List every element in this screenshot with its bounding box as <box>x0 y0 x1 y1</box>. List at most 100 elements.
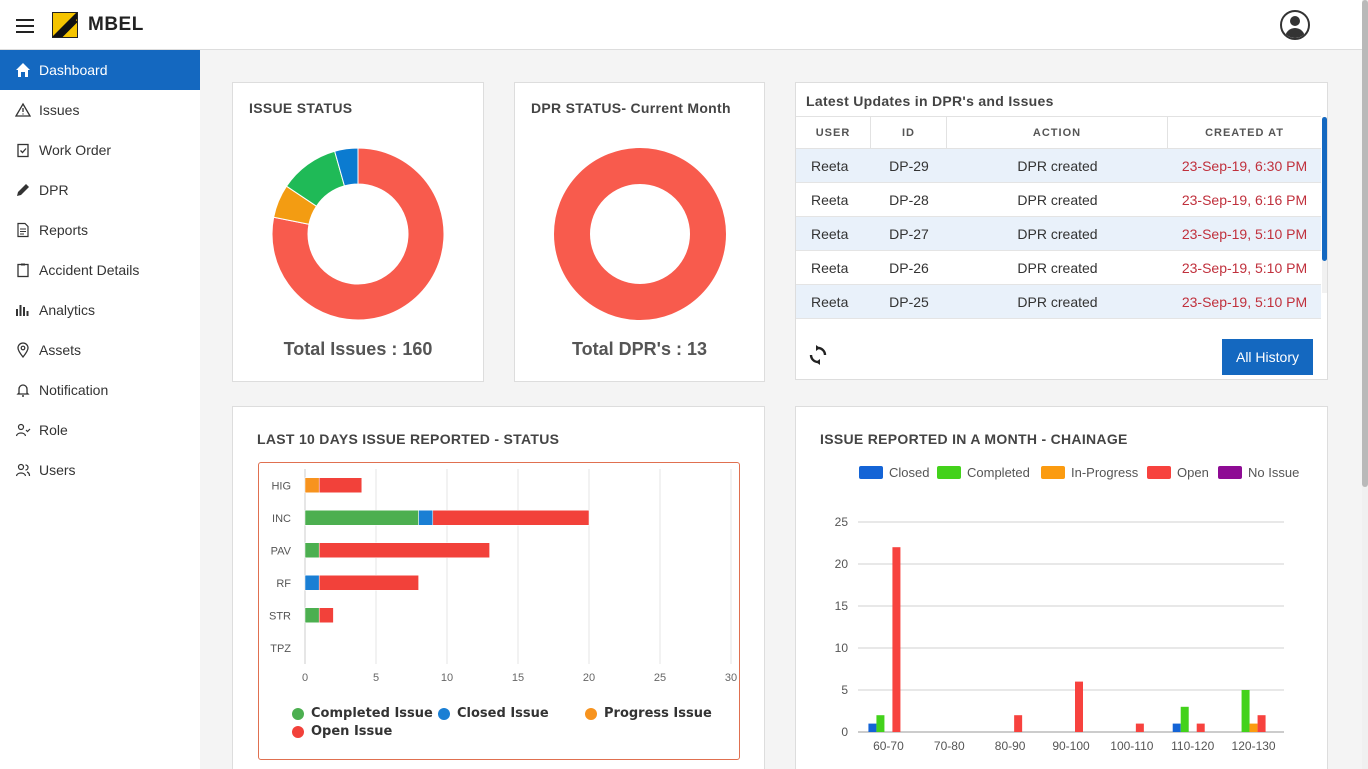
updates-scrollbar-thumb[interactable] <box>1322 117 1327 261</box>
legend-in-progress[interactable]: In-Progress <box>1041 465 1138 480</box>
total-dpr-label: Total DPR's : 13 <box>572 339 707 359</box>
cell-action: DPR created <box>1017 225 1098 242</box>
x-tick-label: 120-130 <box>1232 739 1276 753</box>
x-tick-label: 70-80 <box>934 739 965 753</box>
cell-id: DP-26 <box>889 259 929 276</box>
refresh-icon[interactable] <box>808 345 828 365</box>
bar-completed[interactable] <box>1180 706 1189 732</box>
sidebar-item-issues[interactable]: Issues <box>0 90 200 130</box>
cell-id: DP-27 <box>889 225 929 242</box>
x-tick-label: 0 <box>302 672 308 684</box>
sidebar-item-work-order[interactable]: Work Order <box>0 130 200 170</box>
sidebar-item-accident-details[interactable]: Accident Details <box>0 250 200 290</box>
chainage-chart: 0 5 10 15 20 25 60-70 70-80 80-90 90-100 100-110 11… <box>835 515 1284 753</box>
sidebar-item-notification[interactable]: Notification <box>0 370 200 410</box>
table-row[interactable]: Reeta DP-29 DPR created 23-Sep-19, 6:30 PM <box>796 149 1321 183</box>
x-tick-label: 60-70 <box>873 739 904 753</box>
dpr-status-card: DPR STATUS- Current Month Total DPR's : … <box>514 82 765 382</box>
bar-open-issue[interactable] <box>318 607 334 623</box>
x-tick-label: 90-100 <box>1052 739 1090 753</box>
bar-open[interactable] <box>892 547 901 732</box>
table-row[interactable]: Reeta DP-27 DPR created 23-Sep-19, 5:10 PM <box>796 217 1321 251</box>
bar-in-progress[interactable] <box>1249 723 1258 732</box>
legend-completed-issue[interactable]: Completed Issue <box>292 706 433 721</box>
sidebar-item-label: Dashboard <box>39 62 108 78</box>
bar-completed-issue[interactable] <box>304 510 419 526</box>
last-10-days-chart-frame: 0 5 10 15 20 25 30 HIG INC PAV RF STR TPZ Completed … <box>258 462 740 760</box>
sidebar-item-assets[interactable]: Assets <box>0 330 200 370</box>
sidebar-item-label: Analytics <box>39 302 96 318</box>
cell-created: 23-Sep-19, 6:16 PM <box>1181 191 1308 208</box>
x-tick-label: 10 <box>441 672 453 684</box>
bar-closed-issue[interactable] <box>418 510 434 526</box>
bar-open-issue[interactable] <box>432 510 590 526</box>
bar-open[interactable] <box>1257 715 1266 732</box>
y-tick-label: 25 <box>835 515 849 529</box>
legend-progress-issue[interactable]: Progress Issue <box>585 706 712 721</box>
x-tick-label: 20 <box>583 672 595 684</box>
cell-user: Reeta <box>811 259 849 276</box>
bar-progress-issue[interactable] <box>304 477 320 493</box>
legend-closed-issue[interactable]: Closed Issue <box>438 706 549 721</box>
bar-open[interactable] <box>1196 723 1205 732</box>
sidebar: Dashboard Issues Work Order DPR Reports Accid… <box>0 50 200 769</box>
sidebar-item-dpr[interactable]: DPR <box>0 170 200 210</box>
last-10-days-card: LAST 10 DAYS ISSUE REPORTED - STATUS 0 5 1… <box>232 406 765 769</box>
table-row[interactable]: Reeta DP-26 DPR created 23-Sep-19, 5:10 PM <box>796 251 1321 285</box>
sidebar-item-users[interactable]: Users <box>0 450 200 490</box>
bar-completed-issue[interactable] <box>304 542 320 558</box>
sidebar-item-analytics[interactable]: Analytics <box>0 290 200 330</box>
bar-closed[interactable] <box>868 723 877 732</box>
bar-completed[interactable] <box>1241 690 1250 732</box>
table-row[interactable]: Reeta DP-28 DPR created 23-Sep-19, 6:16 PM <box>796 183 1321 217</box>
legend-closed[interactable]: Closed <box>859 465 929 480</box>
y-tick-label: 15 <box>835 599 849 613</box>
cell-id: DP-25 <box>889 293 929 310</box>
donut-slice-closed[interactable] <box>334 147 359 187</box>
hamburger-menu-icon[interactable] <box>16 19 34 33</box>
legend-open-issue[interactable]: Open Issue <box>292 724 392 739</box>
user-check-icon <box>15 422 31 438</box>
updates-table-header: USER ID ACTION CREATED AT <box>796 116 1321 149</box>
cell-created: 23-Sep-19, 5:10 PM <box>1181 293 1308 310</box>
sidebar-item-label: Work Order <box>39 142 112 158</box>
document-icon <box>15 222 31 238</box>
bar-open[interactable] <box>1135 723 1144 732</box>
col-action[interactable]: ACTION <box>947 117 1168 148</box>
issue-status-card: ISSUE STATUS Total Issues : 160 <box>232 82 484 382</box>
warning-icon <box>15 102 31 118</box>
y-tick-label: STR <box>269 610 291 622</box>
bar-closed[interactable] <box>1172 723 1181 732</box>
sidebar-item-reports[interactable]: Reports <box>0 210 200 250</box>
donut-slice-dpr[interactable] <box>554 148 726 320</box>
y-tick-label: RF <box>276 578 291 590</box>
bar-open[interactable] <box>1014 715 1023 732</box>
page-scrollbar-thumb[interactable] <box>1362 0 1368 487</box>
bar-open-issue[interactable] <box>318 477 363 493</box>
bar-open[interactable] <box>1075 681 1083 732</box>
bar-open-issue[interactable] <box>318 575 419 591</box>
dpr-status-donut <box>554 148 726 320</box>
y-tick-label: 10 <box>835 641 849 655</box>
col-created-at[interactable]: CREATED AT <box>1205 126 1284 139</box>
cell-action: DPR created <box>1017 191 1098 208</box>
bar-completed[interactable] <box>876 715 885 732</box>
x-tick-label: 5 <box>373 672 379 684</box>
col-user[interactable]: USER <box>796 117 871 148</box>
legend-completed[interactable]: Completed <box>937 465 1030 480</box>
donut-slice-open[interactable] <box>271 147 445 321</box>
bar-closed-issue[interactable] <box>304 575 320 591</box>
user-avatar-icon[interactable] <box>1280 10 1310 40</box>
legend-no-issue[interactable]: No Issue <box>1218 465 1299 480</box>
sidebar-item-dashboard[interactable]: Dashboard <box>0 50 200 90</box>
table-row[interactable]: Reeta DP-25 DPR created 23-Sep-19, 5:10 PM <box>796 285 1321 319</box>
all-history-button[interactable]: All History <box>1222 339 1313 375</box>
bar-open-issue[interactable] <box>318 542 490 558</box>
legend-open[interactable]: Open <box>1147 465 1209 480</box>
users-icon <box>15 462 31 478</box>
bar-completed-issue[interactable] <box>304 607 320 623</box>
y-tick-label: HIG <box>271 480 291 492</box>
sidebar-item-label: Users <box>39 462 76 478</box>
sidebar-item-role[interactable]: Role <box>0 410 200 450</box>
col-id[interactable]: ID <box>871 117 947 148</box>
